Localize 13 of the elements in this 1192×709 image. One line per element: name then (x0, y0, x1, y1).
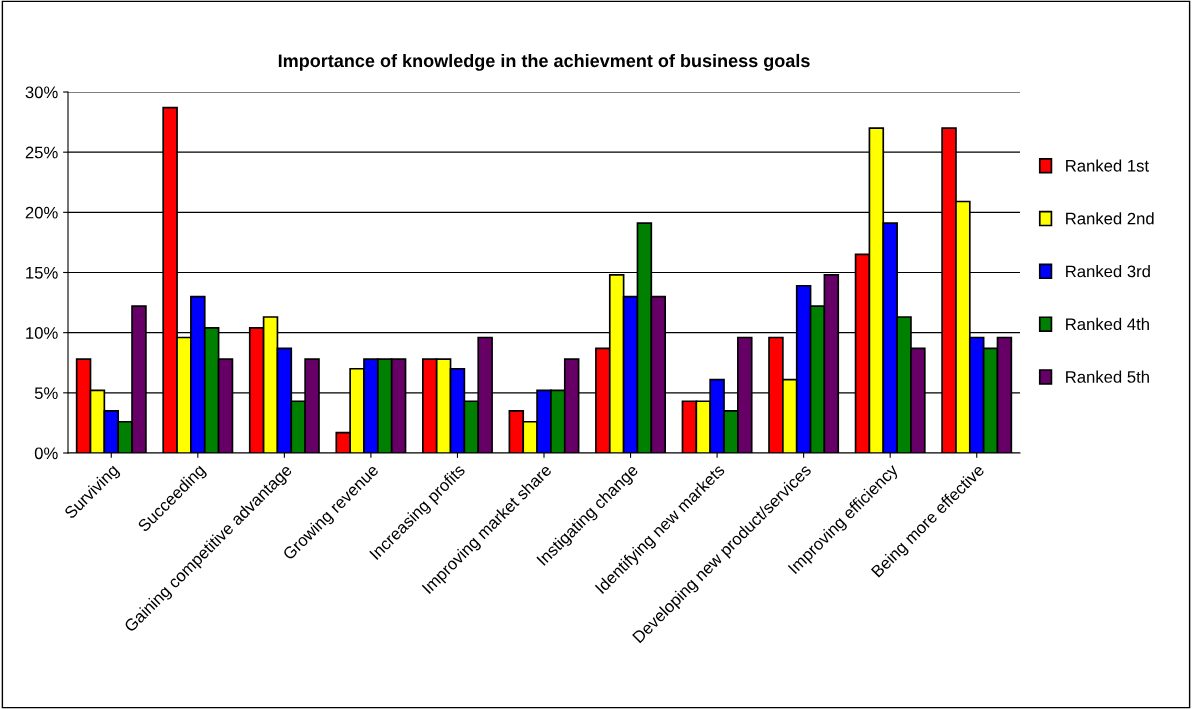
y-tick-label: 25% (25, 146, 58, 159)
legend-label: Ranked 1st (1066, 159, 1149, 172)
legend-label: Ranked 4th (1066, 317, 1149, 331)
y-tick-label: 0% (34, 447, 58, 460)
chart-title: Importance of knowledge in the achievment of business goals (278, 53, 810, 71)
legend-label: Ranked 3rd (1066, 265, 1150, 278)
y-tick-label: 10% (26, 327, 58, 339)
y-tick-label: 20% (25, 206, 58, 219)
y-tick-label: 15% (26, 266, 58, 279)
y-tick-label: 5% (34, 387, 58, 400)
y-tick-label: 30% (25, 86, 58, 99)
legend-label: Ranked 5th (1066, 370, 1149, 383)
legend-label: Ranked 2nd (1066, 212, 1154, 225)
